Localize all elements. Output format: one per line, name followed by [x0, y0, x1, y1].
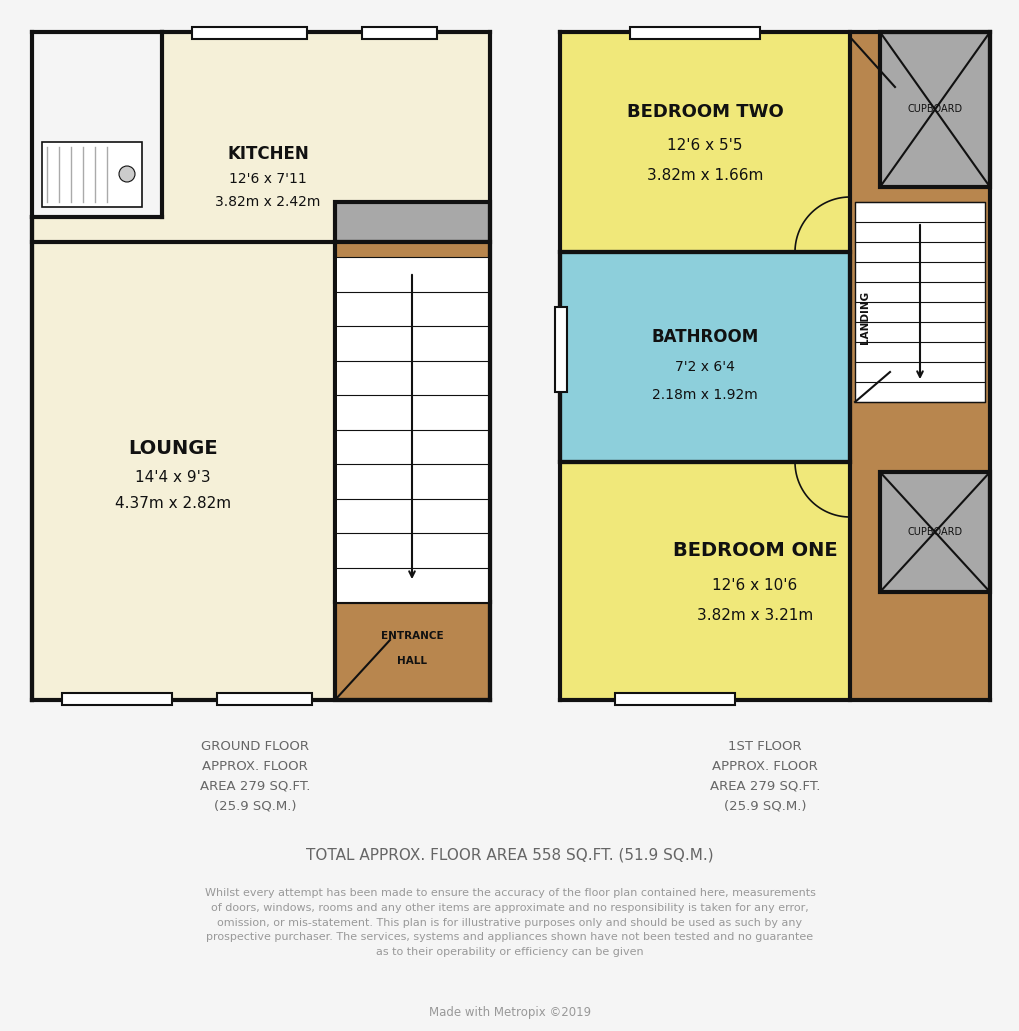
Text: 12'6 x 5'5: 12'6 x 5'5: [666, 137, 742, 153]
Text: 7'2 x 6'4: 7'2 x 6'4: [675, 360, 735, 374]
Bar: [62, 693, 172, 705]
Bar: [42, 142, 142, 207]
Text: 2.18m x 1.92m: 2.18m x 1.92m: [651, 388, 757, 402]
Text: BEDROOM TWO: BEDROOM TWO: [626, 103, 783, 121]
Bar: [879, 472, 989, 592]
Text: LANDING: LANDING: [859, 291, 869, 343]
Text: CUPBOARD: CUPBOARD: [907, 527, 962, 537]
Bar: [336, 257, 489, 602]
Bar: [32, 32, 162, 217]
Text: 3.82m x 3.21m: 3.82m x 3.21m: [696, 608, 812, 624]
Text: 4.37m x 2.82m: 4.37m x 2.82m: [115, 496, 231, 510]
Text: 12'6 x 7'11: 12'6 x 7'11: [229, 172, 307, 186]
Bar: [879, 32, 989, 187]
Circle shape: [119, 166, 135, 182]
Bar: [630, 27, 759, 39]
Bar: [854, 202, 984, 402]
Text: Made with Metropix ©2019: Made with Metropix ©2019: [429, 1006, 590, 1020]
Text: HALL: HALL: [396, 656, 427, 666]
Bar: [334, 602, 489, 700]
Text: 1ST FLOOR
APPROX. FLOOR
AREA 279 SQ.FT.
(25.9 SQ.M.): 1ST FLOOR APPROX. FLOOR AREA 279 SQ.FT. …: [709, 740, 819, 813]
Text: Whilst every attempt has been made to ensure the accuracy of the floor plan cont: Whilst every attempt has been made to en…: [205, 888, 814, 957]
Bar: [32, 32, 489, 700]
Bar: [614, 693, 735, 705]
Text: 14'4 x 9'3: 14'4 x 9'3: [136, 470, 211, 486]
Bar: [559, 32, 989, 700]
Bar: [334, 242, 489, 602]
Text: 12'6 x 10'6: 12'6 x 10'6: [711, 578, 797, 594]
Text: GROUND FLOOR
APPROX. FLOOR
AREA 279 SQ.FT.
(25.9 SQ.M.): GROUND FLOOR APPROX. FLOOR AREA 279 SQ.F…: [200, 740, 310, 813]
Text: 3.82m x 2.42m: 3.82m x 2.42m: [215, 195, 320, 209]
Text: KITCHEN: KITCHEN: [227, 145, 309, 163]
Text: LOUNGE: LOUNGE: [128, 438, 218, 458]
Bar: [362, 27, 436, 39]
Text: TOTAL APPROX. FLOOR AREA 558 SQ.FT. (51.9 SQ.M.): TOTAL APPROX. FLOOR AREA 558 SQ.FT. (51.…: [306, 847, 713, 863]
Text: CUPBOARD: CUPBOARD: [907, 104, 962, 114]
Text: ENTRANCE: ENTRANCE: [380, 631, 443, 641]
Bar: [559, 252, 849, 462]
Bar: [217, 693, 312, 705]
Bar: [192, 27, 307, 39]
Bar: [334, 202, 489, 242]
Text: 3.82m x 1.66m: 3.82m x 1.66m: [646, 167, 762, 182]
Bar: [849, 32, 989, 700]
Bar: [554, 307, 567, 392]
Text: BATHROOM: BATHROOM: [651, 328, 758, 346]
Text: BEDROOM ONE: BEDROOM ONE: [672, 541, 837, 561]
